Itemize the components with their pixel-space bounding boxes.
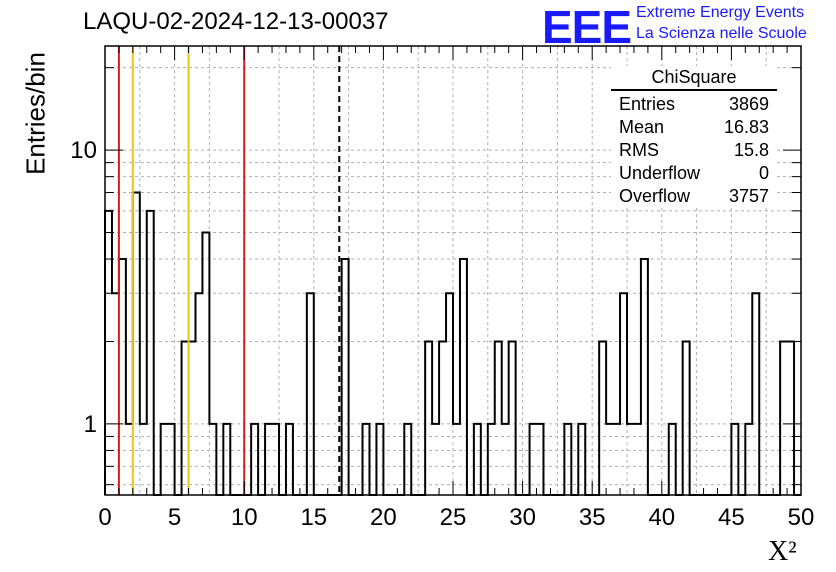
x-axis-label: X² (768, 536, 797, 567)
stats-label: Mean (619, 117, 665, 137)
stats-label: Entries (619, 94, 676, 114)
histogram-bin (599, 341, 606, 495)
x-tick-label: 10 (231, 504, 258, 531)
stats-value: 3869 (728, 94, 769, 114)
x-tick-label: 0 (98, 504, 111, 531)
histogram-bin (202, 233, 209, 495)
stats-value: 16.83 (723, 117, 769, 137)
stats-value: 3757 (728, 186, 769, 206)
histogram-bin (119, 259, 126, 495)
reference-lines (117, 46, 341, 495)
x-tick-label: 30 (509, 504, 536, 531)
logo-subtitle-2: La Scienza nelle Scuole (636, 25, 807, 42)
histogram-bin (495, 341, 502, 495)
histogram-bin (105, 211, 112, 495)
histogram-bin (425, 341, 432, 495)
histogram-outline (104, 191, 801, 496)
histogram-bin (189, 341, 196, 495)
x-tick-label: 25 (440, 504, 467, 531)
histogram-bin (307, 293, 314, 495)
x-tick-label: 35 (579, 504, 606, 531)
stats-label: RMS (619, 140, 659, 160)
histogram-bin (182, 341, 189, 495)
stats-row-mean: Mean 16.83 (611, 116, 777, 139)
stats-label: Underflow (619, 163, 701, 183)
histogram-bin (342, 259, 349, 495)
y-tick-label: 1 (84, 411, 97, 438)
y-tick-label: 10 (70, 137, 97, 164)
x-tick-label: 50 (788, 504, 815, 531)
histogram-bin (641, 259, 648, 495)
logo-subtitle-1: Extreme Energy Events (636, 4, 805, 21)
x-tick-label: 45 (718, 504, 745, 531)
stats-row-rms: RMS 15.8 (611, 139, 777, 162)
histogram-bars (104, 191, 801, 496)
x-tick-label: 20 (370, 504, 397, 531)
stats-row-entries: Entries 3869 (611, 93, 777, 116)
histogram-bin (683, 341, 690, 495)
stats-label: Overflow (619, 186, 691, 206)
stats-value: 0 (758, 163, 769, 183)
histogram-bin (787, 341, 794, 495)
histogram-bin (620, 293, 627, 495)
histogram-bin (112, 293, 119, 495)
histogram-bin (147, 211, 154, 495)
histogram-bin (439, 341, 446, 495)
stats-row-overflow: Overflow 3757 (611, 185, 777, 208)
histogram-bin (133, 193, 140, 495)
eee-logo: EEE (542, 1, 632, 53)
histogram-bin (752, 293, 759, 495)
histogram-bin (509, 341, 516, 495)
stats-row-underflow: Underflow 0 (611, 162, 777, 185)
x-tick-label: 40 (648, 504, 675, 531)
histogram-bin (446, 293, 453, 495)
x-tick-label: 5 (168, 504, 181, 531)
stats-title: ChiSquare (611, 66, 777, 91)
x-tick-label: 15 (300, 504, 327, 531)
y-axis-ticks: 1 10 (70, 67, 801, 486)
histogram-bin (195, 293, 202, 495)
stats-value: 15.8 (733, 140, 769, 160)
chart-title: LAQU-02-2024-12-13-00037 (83, 8, 389, 35)
histogram-bin (460, 259, 467, 495)
stats-box: ChiSquare Entries 3869 Mean 16.83 RMS 15… (611, 66, 777, 208)
y-axis-label: Entries/bin (20, 52, 51, 175)
x-axis-ticks: 0 5 10 15 20 25 30 35 40 45 50 (98, 46, 814, 531)
histogram-bin (780, 341, 787, 495)
